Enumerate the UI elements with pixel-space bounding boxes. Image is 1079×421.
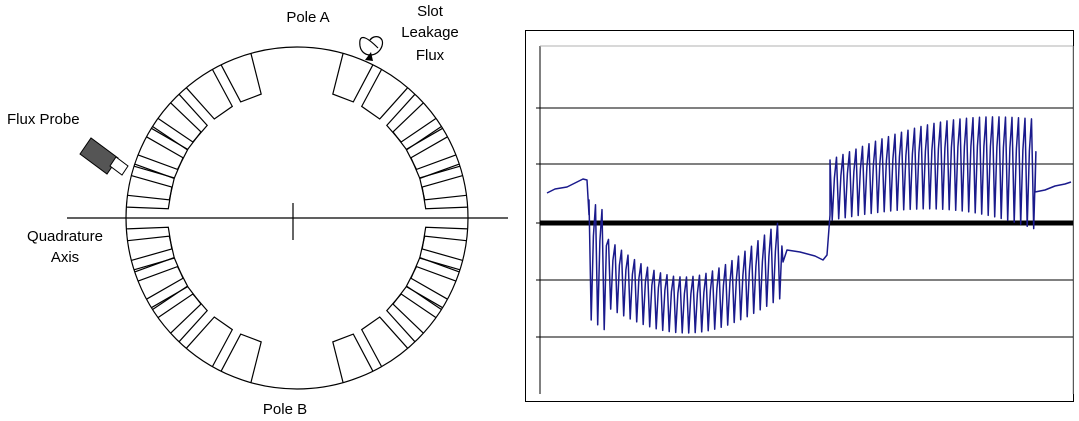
rotor-slot (410, 257, 461, 300)
rotor-slot (220, 53, 262, 103)
rotor-slot (419, 235, 467, 273)
rotor-slot (392, 285, 443, 334)
rotor-slot (332, 53, 374, 103)
quadrature-label: Quadrature (27, 228, 103, 245)
rotor-slot (133, 136, 184, 179)
rotor-diagram: Pole A Pole B Slot Leakage Flux Flux Pro… (7, 3, 508, 418)
flux-label: Flux (416, 47, 445, 64)
rotor-slot (127, 163, 175, 201)
leakage-loop-icon (359, 36, 384, 61)
rotor-slot (185, 316, 234, 367)
flux-probe-label: Flux Probe (7, 111, 80, 128)
plot-frame (525, 30, 1074, 402)
rotor-slot (126, 175, 173, 210)
rotor-slot (410, 136, 461, 179)
flux-waveform-trace (546, 116, 1072, 334)
rotor-slot (151, 285, 202, 334)
rotor-slot (419, 163, 467, 201)
rotor-slot (360, 69, 409, 120)
rotor-slot (392, 102, 443, 151)
rotor-slot (185, 69, 234, 120)
y-ticks (536, 107, 540, 338)
pole-a-label: Pole A (286, 9, 329, 26)
rotor-slot (126, 226, 173, 261)
rotor-slots (126, 53, 468, 383)
leakage-label: Leakage (401, 24, 459, 41)
pole-b-label: Pole B (263, 401, 307, 418)
axis-label: Axis (51, 249, 79, 266)
rotor-slot (360, 316, 409, 367)
rotor-slot (332, 333, 374, 383)
gridlines (540, 107, 1073, 338)
rotor-slot (127, 235, 175, 273)
rotor-slot (421, 175, 468, 210)
flux-waveform-plot (525, 30, 1074, 402)
slot-label: Slot (417, 3, 444, 20)
rotor-slot (133, 257, 184, 300)
rotor-slot (220, 333, 262, 383)
flux-probe-icon (79, 137, 129, 176)
rotor-slot (151, 102, 202, 151)
rotor-slot (421, 226, 468, 261)
